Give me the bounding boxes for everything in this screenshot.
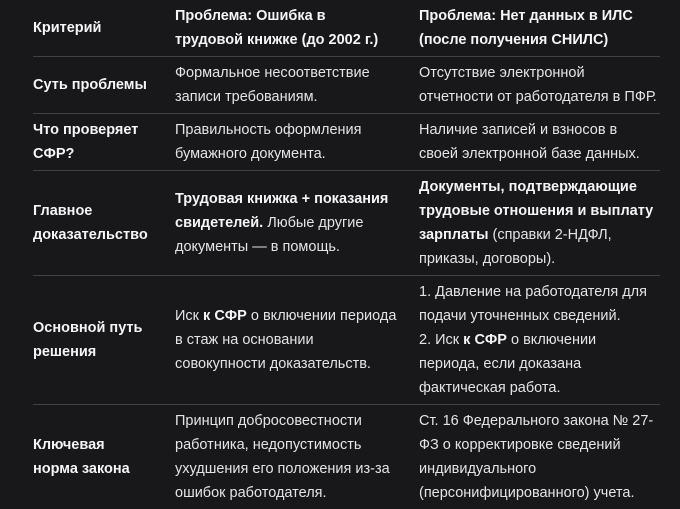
bold-text: Трудовая книжка + показания свидетелей. bbox=[175, 191, 393, 231]
cell-r6-c2: Принцип добросовестности работника, недо… bbox=[175, 409, 397, 505]
text-line: Отсутствие электронной отчетности от раб… bbox=[419, 61, 660, 109]
text: (справки 2-НДФЛ, приказы, договоры). bbox=[419, 227, 616, 267]
text: о включении периода в стаж на основании … bbox=[175, 308, 401, 372]
bold-text: Проблема: Нет данных в ИЛС (после получе… bbox=[419, 8, 637, 48]
text-line: Основной путь решения bbox=[33, 316, 153, 364]
text-line: Ключевая норма закона bbox=[33, 433, 153, 481]
text-line: Главное доказательство bbox=[33, 199, 153, 247]
cell-r5-c2: Иск к СФР о включении периода в стаж на … bbox=[175, 304, 397, 376]
cell-r1-c1: Критерий bbox=[33, 16, 153, 40]
cell-r6-c3: Ст. 16 Федерального закона № 27-ФЗ о кор… bbox=[419, 409, 660, 505]
cell-r1-c3: Проблема: Нет данных в ИЛС (после получе… bbox=[419, 4, 660, 52]
bold-text: Проблема: Ошибка в трудовой книжке (до 2… bbox=[175, 8, 379, 48]
bold-text: Главное доказательство bbox=[33, 203, 148, 243]
text: Правильность оформления бумажного докуме… bbox=[175, 122, 366, 162]
text-line: 2. Иск к СФР о включении периода, если д… bbox=[419, 328, 660, 400]
bold-text: к СФР bbox=[203, 308, 247, 324]
text-line: 1. Давление на работодателя для подачи у… bbox=[419, 280, 660, 328]
text: Любые другие документы — в помощь. bbox=[175, 215, 368, 255]
bold-text: Что проверяет СФР? bbox=[33, 122, 143, 162]
table-header-row: Критерий Проблема: Ошибка в трудовой книж… bbox=[33, 0, 660, 56]
bold-text: Основной путь решения bbox=[33, 320, 147, 360]
cell-r4-c2: Трудовая книжка + показания свидетелей. … bbox=[175, 187, 397, 259]
text-line: Проблема: Ошибка в трудовой книжке (до 2… bbox=[175, 4, 397, 52]
text-line: Документы, подтверждающие трудовые отнош… bbox=[419, 175, 660, 271]
text-line: Что проверяет СФР? bbox=[33, 118, 153, 166]
text: Иск bbox=[175, 308, 204, 324]
text: Формальное несоответствие записи требова… bbox=[175, 65, 374, 105]
bold-text: Документы, подтверждающие трудовые отнош… bbox=[419, 179, 658, 243]
text-line: Критерий bbox=[33, 16, 153, 40]
bold-text: Ключевая норма закона bbox=[33, 437, 130, 477]
text: 1. Давление на работодателя для подачи у… bbox=[419, 284, 652, 324]
table-row: Что проверяет СФР? Правильность оформлени… bbox=[33, 113, 660, 170]
table-row: Основной путь решения Иск к СФР о включен… bbox=[33, 275, 660, 404]
table-row: Главное доказательство Трудовая книжка + … bbox=[33, 170, 660, 275]
bold-text: Суть проблемы bbox=[33, 77, 147, 93]
bold-text: Критерий bbox=[33, 20, 102, 36]
text: 2. Иск bbox=[419, 332, 464, 348]
cell-r5-c1: Основной путь решения bbox=[33, 316, 153, 364]
text-line: Проблема: Нет данных в ИЛС (после получе… bbox=[419, 4, 660, 52]
text: Принцип добросовестности работника, недо… bbox=[175, 413, 394, 501]
text-line: Наличие записей и взносов в своей электр… bbox=[419, 118, 660, 166]
cell-r6-c1: Ключевая норма закона bbox=[33, 433, 153, 481]
text: Наличие записей и взносов в своей электр… bbox=[419, 122, 640, 162]
text-line: Ст. 16 Федерального закона № 27-ФЗ о кор… bbox=[419, 409, 660, 505]
text-line: Формальное несоответствие записи требова… bbox=[175, 61, 397, 109]
text: о включении периода, если доказана факти… bbox=[419, 332, 601, 396]
text-line: Принцип добросовестности работника, недо… bbox=[175, 409, 397, 505]
cell-r5-c3: 1. Давление на работодателя для подачи у… bbox=[419, 280, 660, 400]
text-line: Иск к СФР о включении периода в стаж на … bbox=[175, 304, 397, 376]
cell-r3-c3: Наличие записей и взносов в своей электр… bbox=[419, 118, 660, 166]
cell-r3-c2: Правильность оформления бумажного докуме… bbox=[175, 118, 397, 166]
cell-r3-c1: Что проверяет СФР? bbox=[33, 118, 153, 166]
text: Ст. 16 Федерального закона № 27-ФЗ о кор… bbox=[419, 413, 654, 501]
cell-r2-c1: Суть проблемы bbox=[33, 73, 153, 97]
bold-text: к СФР bbox=[463, 332, 507, 348]
table-row: Ключевая норма закона Принцип добросовест… bbox=[33, 404, 660, 509]
text-line: Правильность оформления бумажного докуме… bbox=[175, 118, 397, 166]
cell-r4-c1: Главное доказательство bbox=[33, 199, 153, 247]
cell-r1-c2: Проблема: Ошибка в трудовой книжке (до 2… bbox=[175, 4, 397, 52]
cell-r2-c2: Формальное несоответствие записи требова… bbox=[175, 61, 397, 109]
text: Отсутствие электронной отчетности от раб… bbox=[419, 65, 657, 105]
cell-r4-c3: Документы, подтверждающие трудовые отнош… bbox=[419, 175, 660, 271]
text-line: Трудовая книжка + показания свидетелей. … bbox=[175, 187, 397, 259]
text-line: Суть проблемы bbox=[33, 73, 153, 97]
table-row: Суть проблемы Формальное несоответствие з… bbox=[33, 56, 660, 113]
cell-r2-c3: Отсутствие электронной отчетности от раб… bbox=[419, 61, 660, 109]
